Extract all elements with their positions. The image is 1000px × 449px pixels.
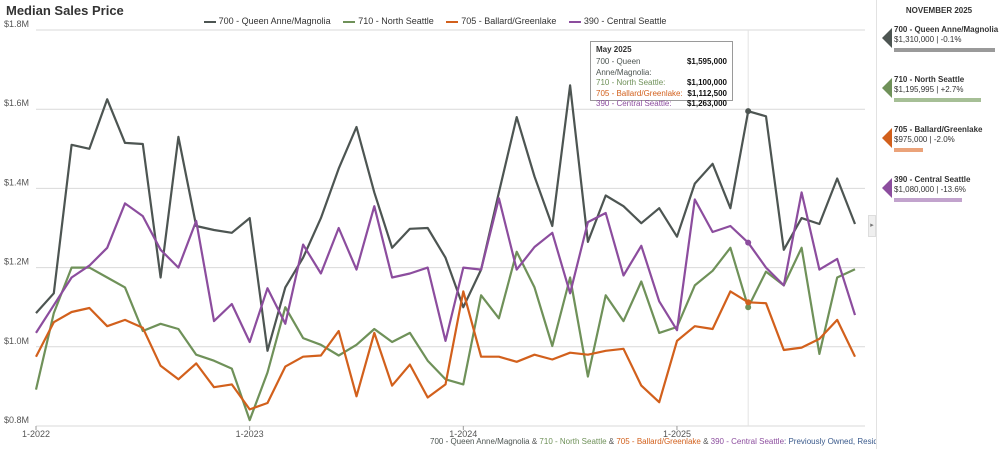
card-value: $975,000 | -2.0%	[894, 135, 955, 144]
line-chart[interactable]: $0.8M $1.0M $1.2M $1.4M $1.6M $1.8M 1-2022 1-20…	[0, 0, 870, 449]
card-value: $1,080,000 | -13.6%	[894, 185, 966, 194]
y-tick-label: $1.8M	[4, 19, 29, 29]
footer-amp: &	[529, 437, 540, 446]
highlight-point-0	[745, 108, 752, 115]
legend-item-710[interactable]: 710 - North Seattle	[343, 16, 434, 26]
tooltip-value: $1,112,500	[687, 88, 727, 98]
x-tick-label: 1-2024	[449, 429, 477, 439]
legend-item-705[interactable]: 705 - Ballard/Greenlake	[446, 16, 556, 26]
legend-swatch	[568, 20, 581, 23]
summary-panel: NOVEMBER 2025 700 - Queen Anne/Magnolia …	[876, 0, 1000, 449]
tooltip-label: 705 - Ballard/Greenlake:	[596, 88, 683, 98]
y-tick-label: $1.2M	[4, 257, 29, 267]
chart-title: Median Sales Price	[6, 3, 124, 18]
card-name: 710 - North Seattle	[894, 75, 965, 84]
footer-series-705: 705 - Ballard/Greenlake	[616, 437, 701, 446]
series-line-1[interactable]	[34, 246, 856, 422]
card-name: 705 - Ballard/Greenlake	[894, 125, 983, 134]
summary-card-710[interactable]: 710 - North Seattle $1,195,995 | +2.7%	[877, 75, 1000, 115]
summary-card-705[interactable]: 705 - Ballard/Greenlake $975,000 | -2.0%	[877, 125, 1000, 165]
summary-card-390[interactable]: 390 - Central Seattle $1,080,000 | -13.6…	[877, 175, 1000, 215]
legend-label: 700 - Queen Anne/Magnolia	[218, 16, 331, 26]
card-name: 700 - Queen Anne/Magnolia	[894, 25, 999, 34]
hover-tooltip: May 2025 700 - Queen Anne/Magnolia: $1,59…	[590, 41, 733, 108]
x-tick-label: 1-2023	[236, 429, 264, 439]
footer-amp: &	[606, 437, 617, 446]
y-tick-label: $1.6M	[4, 98, 29, 108]
card-arrow-icon	[882, 178, 892, 198]
tooltip-label: 700 - Queen Anne/Magnolia:	[596, 57, 652, 77]
footer-amp: &	[700, 437, 711, 446]
panel-title: NOVEMBER 2025	[905, 6, 973, 15]
card-value: $1,195,995 | +2.7%	[894, 85, 964, 94]
footer-filter-text: : Previously Owned, Residential	[784, 437, 897, 446]
y-tick-label: $1.0M	[4, 336, 29, 346]
tooltip-value: $1,263,000	[686, 99, 727, 108]
card-name: 390 - Central Seattle	[894, 175, 971, 184]
series-line-0[interactable]	[35, 84, 857, 352]
tooltip-row-705: 705 - Ballard/Greenlake: $1,112,500	[596, 89, 727, 100]
tooltip-row-710: 710 - North Seattle: $1,100,000	[596, 78, 727, 89]
card-bar	[894, 198, 962, 202]
legend-item-390[interactable]: 390 - Central Seattle	[568, 16, 667, 26]
y-tick-label: $0.8M	[4, 415, 29, 425]
series-line-2[interactable]	[35, 290, 856, 411]
card-arrow-icon	[882, 78, 892, 98]
card-arrow-icon	[882, 128, 892, 148]
highlight-point-3	[745, 239, 752, 246]
footer-series-390: 390 - Central Seattle	[710, 437, 785, 446]
chart-footer: 700 - Queen Anne/Magnolia & 710 - North …	[430, 437, 897, 446]
card-bar	[894, 98, 981, 102]
tooltip-value: $1,100,000	[686, 78, 727, 87]
legend-swatch	[343, 20, 356, 23]
footer-series-710: 710 - North Seattle	[539, 437, 607, 446]
tooltip-value: $1,595,000	[686, 57, 727, 66]
tooltip-title: May 2025	[596, 45, 632, 54]
footer-series-700: 700 - Queen Anne/Magnolia	[430, 437, 530, 446]
tooltip-row-390: 390 - Central Seattle: $1,263,000	[596, 99, 727, 110]
tooltip-label: 390 - Central Seattle:	[596, 99, 672, 108]
tooltip-row-700: 700 - Queen Anne/Magnolia: $1,595,000	[596, 57, 727, 78]
x-tick-label: 1-2022	[22, 429, 50, 439]
legend-label: 705 - Ballard/Greenlake	[461, 16, 557, 26]
card-bar	[894, 48, 995, 52]
card-arrow-icon	[882, 28, 892, 48]
highlight-point-1	[745, 304, 752, 311]
legend-label: 710 - North Seattle	[358, 16, 434, 26]
card-bar	[894, 148, 923, 152]
legend-item-700[interactable]: 700 - Queen Anne/Magnolia	[203, 16, 331, 26]
panel-collapse-handle[interactable]: ▸	[868, 215, 876, 237]
highlight-point-2	[745, 299, 752, 306]
legend-swatch	[446, 20, 459, 23]
legend-label: 390 - Central Seattle	[583, 16, 667, 26]
legend-swatch	[203, 20, 216, 23]
chart-legend: 700 - Queen Anne/Magnolia 710 - North Se…	[0, 16, 870, 26]
tooltip-label: 710 - North Seattle:	[596, 78, 666, 87]
series-line-3[interactable]	[35, 191, 857, 344]
x-tick-label: 1-2025	[663, 429, 691, 439]
card-value: $1,310,000 | -0.1%	[894, 35, 962, 44]
y-tick-label: $1.4M	[4, 177, 29, 187]
summary-card-700[interactable]: 700 - Queen Anne/Magnolia $1,310,000 | -…	[877, 25, 1000, 65]
